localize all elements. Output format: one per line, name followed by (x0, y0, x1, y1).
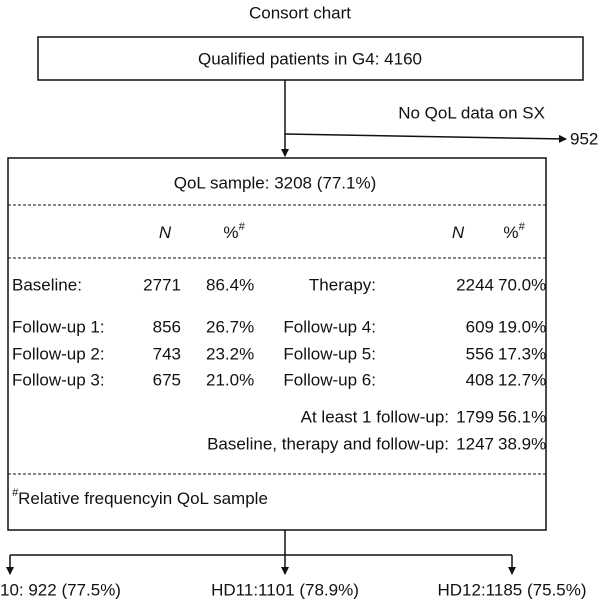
row-label: Follow-up 6: (283, 370, 376, 389)
summary-pct: 38.9% (498, 434, 546, 453)
column-header: N (452, 223, 465, 242)
outcome-label: 10: 922 (77.5%) (0, 580, 121, 599)
row-label: Therapy: (309, 275, 376, 294)
column-header: N (159, 223, 172, 242)
header-text: N (452, 223, 465, 242)
row-n: 675 (153, 370, 181, 389)
row-label: Follow-up 2: (12, 344, 105, 363)
column-header: %# (223, 221, 245, 243)
summary-n: 1247 (456, 434, 494, 453)
footnote-text: Relative frequencyin QoL sample (18, 489, 268, 508)
row-pct: 17.3% (498, 344, 546, 363)
top-box (37, 36, 584, 81)
row-n: 2244 (456, 275, 494, 294)
row-label: Follow-up 5: (283, 344, 376, 363)
row-label: Follow-up 1: (12, 317, 105, 336)
exclusion-arrow (284, 133, 567, 143)
row-pct: 19.0% (498, 317, 546, 336)
column-header: %# (503, 221, 525, 243)
row-pct: 70.0% (498, 275, 546, 294)
row-n: 856 (153, 317, 181, 336)
header-sup: # (239, 221, 246, 233)
row-label: Follow-up 3: (12, 370, 105, 389)
row-n: 556 (466, 344, 494, 363)
summary-label: Baseline, therapy and follow-up: (207, 434, 449, 453)
title: Consort chart (249, 3, 351, 22)
summary-label: At least 1 follow-up: (301, 407, 449, 426)
row-pct: 26.7% (206, 317, 254, 336)
outcome-label: HD12:1185 (75.5%) (438, 580, 587, 599)
header-text: N (159, 223, 172, 242)
summary-pct: 56.1% (498, 407, 546, 426)
sample-box (7, 157, 547, 531)
row-n: 2771 (143, 275, 181, 294)
header-sup: # (519, 221, 526, 233)
row-label: Follow-up 4: (283, 317, 376, 336)
header-text: % (503, 223, 518, 242)
top-box-label: Qualified patients in G4: 4160 (198, 49, 422, 68)
row-pct: 86.4% (206, 275, 254, 294)
row-n: 609 (466, 317, 494, 336)
row-pct: 23.2% (206, 344, 254, 363)
row-n: 743 (153, 344, 181, 363)
row-n: 408 (466, 370, 494, 389)
sample-title: QoL sample: 3208 (77.1%) (174, 173, 377, 192)
row-pct: 21.0% (206, 370, 254, 389)
exclusion-count: 952 (570, 129, 598, 148)
row-pct: 12.7% (498, 370, 546, 389)
summary-n: 1799 (456, 407, 494, 426)
exclusion-label: No QoL data on SX (398, 103, 545, 122)
header-text: % (223, 223, 238, 242)
row-label: Baseline: (12, 275, 82, 294)
footnote: #Relative frequencyin QoL sample (12, 487, 268, 509)
footnote-sup: # (12, 487, 19, 499)
outcome-label: HD11:1101 (78.9%) (211, 580, 359, 599)
